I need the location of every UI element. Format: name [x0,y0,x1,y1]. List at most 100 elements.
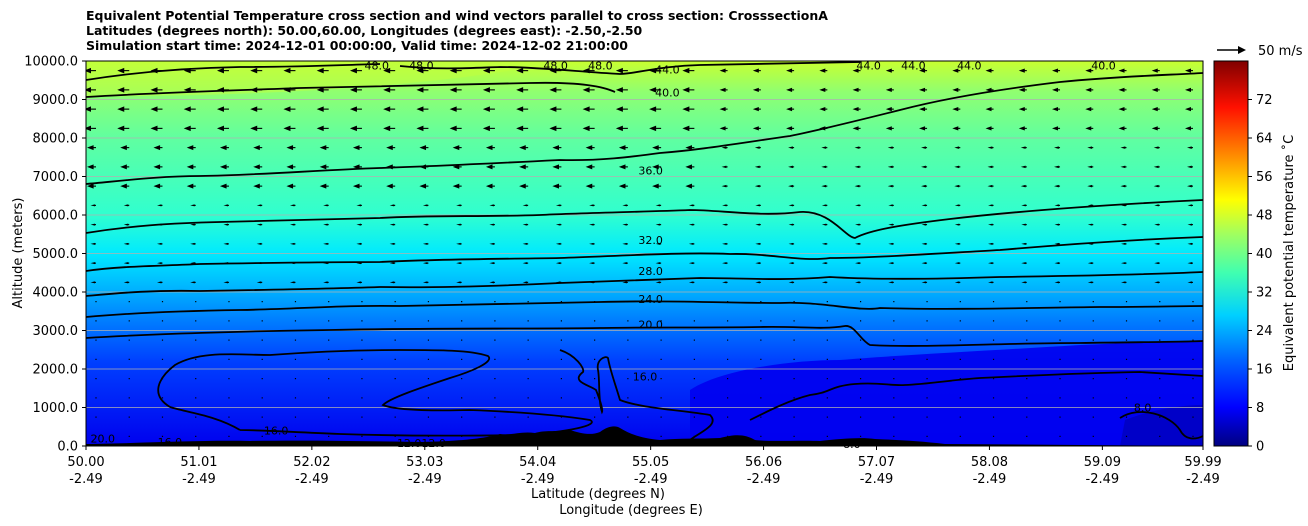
wind-vector-head [156,242,162,245]
wind-vector [1125,397,1128,399]
colorbar-tick-label: 64 [1256,132,1273,147]
wind-vector [128,435,130,437]
wind-vector-head [256,242,262,245]
wind-vector [228,397,230,399]
wind-vector-head [456,223,461,226]
wind-vector [926,339,928,341]
wind-vector-head [887,165,893,169]
wind-vector-head [349,106,357,112]
wind-vector-head [356,223,361,226]
wind-vector-head [721,146,727,149]
wind-vector-head [615,125,623,132]
wind-vector-head [622,204,627,207]
wind-vector-head [1018,107,1025,112]
wind-vector [660,435,662,437]
wind-vector [826,416,828,418]
wind-vector [294,435,297,437]
wind-vector-head [1052,107,1059,112]
wind-vector [527,320,529,322]
wind-vector [161,397,164,399]
wind-vector [1125,320,1128,322]
wind-vector-head [582,106,590,112]
y-tick-label: 8000.0 [33,132,79,147]
wind-vector-head [582,125,590,132]
wind-vector-head [1020,146,1026,149]
wind-vector-head [919,68,926,73]
wind-vector-head [719,107,726,112]
wind-vector-head [516,67,524,74]
wind-vector [1059,435,1061,437]
wind-vector-head [685,183,692,189]
wind-vector-head [1120,184,1126,188]
wind-vector-head [150,125,158,132]
wind-vector-head [1187,165,1192,169]
wind-vector-head [682,87,690,93]
wind-vector [893,435,895,437]
contour-label: 44.0 [957,60,982,73]
wind-vector [494,339,496,341]
wind-vector [727,416,729,418]
wind-vector [727,339,729,341]
wind-vector [128,378,130,380]
wind-vector-head [754,146,760,149]
wind-vector-head [289,223,295,226]
wind-vector-head [383,125,391,132]
wind-vector-head [323,204,328,207]
wind-vector-head [186,164,194,170]
wind-vector-head [283,67,291,74]
wind-vector-head [123,204,129,207]
wind-vector-head [589,262,594,265]
wind-vector [793,416,795,418]
wind-vector-head [117,67,125,74]
wind-vector [760,320,762,322]
wind-vector [959,339,961,341]
wind-vector [992,378,995,380]
wind-vector-head [1118,68,1125,73]
wind-vector-head [186,145,194,151]
wind-vector [228,378,230,380]
wind-vector [1092,435,1094,437]
wind-vector-head [86,106,91,112]
wind-vector-head [688,242,694,245]
wind-vector-head [682,106,690,112]
contour-label: 16.0 [633,371,658,384]
x-tick-label-lat: 56.06 [745,455,782,470]
wind-vector [959,301,961,303]
wind-vector-head [755,262,760,265]
wind-vector-head [352,183,360,189]
contour-label: 20.0 [638,319,663,332]
wind-vector [893,301,895,303]
wind-vector-head [649,106,657,112]
wind-vector [328,435,330,437]
wind-vector-head [821,281,827,284]
y-axis: 0.0 1000.0 2000.0 3000.0 4000.0 5000.0 6000.0 7… [24,55,86,455]
y-tick-label: 0.0 [57,440,78,455]
wind-vector-head [755,281,760,284]
wind-vector-head [117,106,125,112]
x-tick-label-lon: -2.49 [69,472,103,487]
wind-vector-head [1085,87,1092,92]
wind-vector [627,320,629,322]
wind-vector-head [519,145,526,151]
wind-vector [261,416,263,418]
wind-vector-head [319,183,327,189]
wind-vector-head [919,87,926,92]
wind-vector-head [449,87,457,93]
colorbar-tick-label: 72 [1256,93,1273,108]
wind-vector-head [887,146,893,149]
wind-vector [1159,358,1161,360]
wind-vector-head [919,126,926,131]
wind-vector-head [1121,242,1126,245]
wind-vector-head [954,223,960,226]
wind-vector-head [585,183,593,189]
wind-vector-head [855,242,860,245]
wind-vector-head [885,126,892,131]
wind-vector [1192,416,1194,418]
chart-title-line-1: Equivalent Potential Temperature cross s… [86,8,828,23]
wind-vector [427,397,430,399]
wind-vector-head [589,242,594,245]
wind-vector [294,339,297,341]
wind-vector-head [516,87,524,93]
wind-vector-head [1153,165,1159,169]
wind-vector-head [1154,262,1159,265]
